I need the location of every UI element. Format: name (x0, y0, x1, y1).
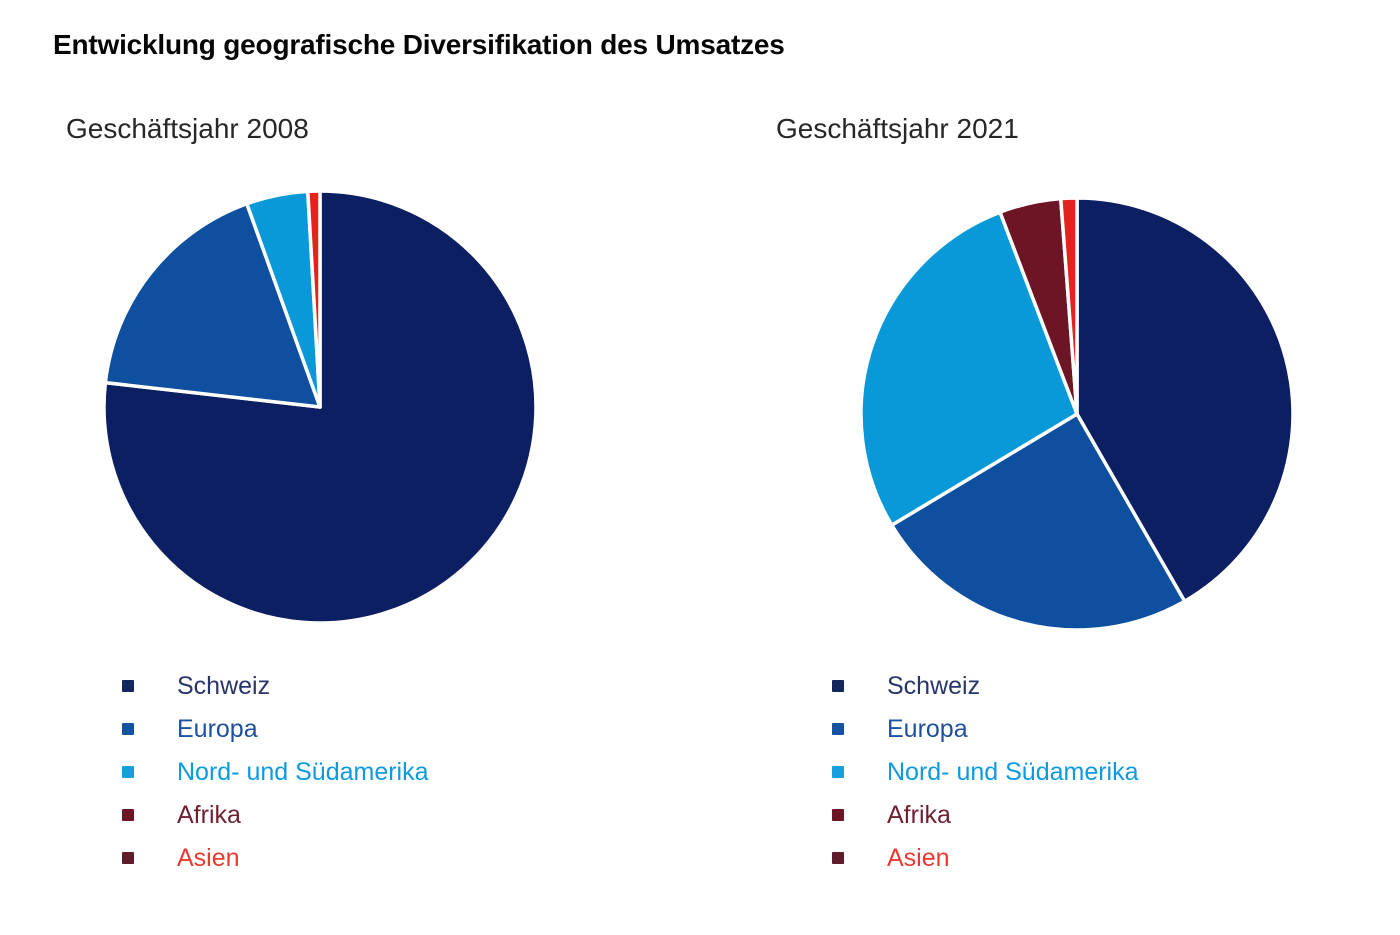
legend-item-europa: Europa (122, 707, 429, 750)
legend-marker (122, 679, 134, 692)
legend-item-nord-und-suedamerika: Nord- und Südamerika (832, 750, 1139, 793)
legend-label: Afrika (887, 800, 951, 829)
legend-marker (832, 765, 844, 778)
pie-slice-asien (1058, 196, 1079, 416)
legend-marker (122, 765, 134, 778)
legend-marker (122, 808, 134, 821)
legend-label: Schweiz (887, 671, 981, 700)
pie-chart-2021 (859, 196, 1295, 632)
pie-slice-asien (306, 189, 322, 409)
legend-marker (832, 808, 844, 821)
legend-label: Nord- und Südamerika (887, 757, 1139, 786)
legend-item-nord-und-suedamerika: Nord- und Südamerika (122, 750, 429, 793)
legend-item-asien: Asien (122, 836, 429, 879)
legend-label: Asien (177, 843, 240, 872)
legend-marker (122, 851, 134, 864)
legend-item-asien: Asien (832, 836, 1139, 879)
pie-slice-schweiz (1075, 196, 1295, 604)
legend-item-afrika: Afrika (832, 793, 1139, 836)
legend-marker (832, 722, 844, 735)
legend-marker (832, 851, 844, 864)
legend-2021: Schweiz Europa Nord- und Südamerika Afri… (832, 664, 1139, 879)
legend-2008: Schweiz Europa Nord- und Südamerika Afri… (122, 664, 429, 879)
pie-slice-nord-und-s-damerika (859, 210, 1079, 527)
legend-label: Europa (177, 714, 258, 743)
legend-marker (122, 722, 134, 735)
legend-item-afrika: Afrika (122, 793, 429, 836)
page-title: Entwicklung geografische Diversifikation… (53, 29, 785, 60)
pie-slice-europa (103, 202, 322, 409)
legend-label: Europa (887, 714, 968, 743)
legend-label: Nord- und Südamerika (177, 757, 429, 786)
legend-label: Asien (887, 843, 950, 872)
pie-slice-europa (890, 412, 1187, 632)
legend-item-schweiz: Schweiz (832, 664, 1139, 707)
pie-2021-title: Geschäftsjahr 2021 (776, 113, 1019, 144)
legend-label: Afrika (177, 800, 241, 829)
legend-item-europa: Europa (832, 707, 1139, 750)
legend-label: Schweiz (177, 671, 271, 700)
pie-2008-title: Geschäftsjahr 2008 (66, 113, 309, 144)
legend-item-schweiz: Schweiz (122, 664, 429, 707)
legend-marker (832, 679, 844, 692)
pie-chart-2008 (102, 189, 538, 625)
